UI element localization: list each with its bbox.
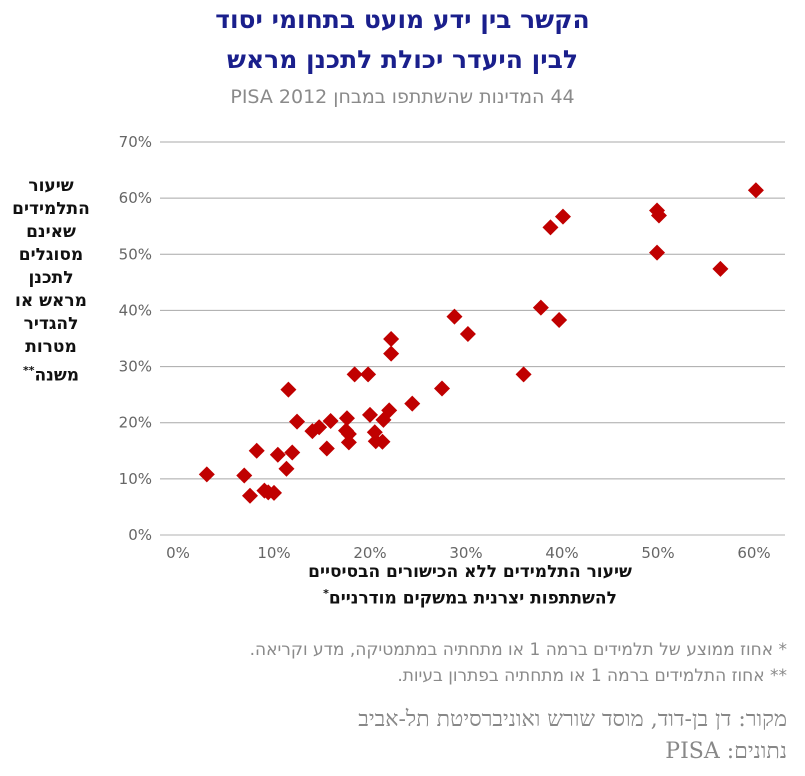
data-point — [747, 182, 764, 199]
data-point — [346, 366, 363, 383]
x-axis-label-line-1: שיעור התלמידים ללא הכישורים הבסיסיים — [308, 562, 632, 582]
data-point — [198, 466, 215, 483]
data-point — [515, 366, 532, 383]
data-point — [446, 308, 463, 325]
y-axis-label: שיעור התלמידים שאינם מסוגלים לתכנן מראש … — [6, 175, 96, 388]
data-point — [236, 467, 253, 484]
x-tick-label: 50% — [641, 544, 674, 562]
data-point — [278, 460, 295, 477]
data-point — [269, 446, 286, 463]
data-point — [551, 311, 568, 328]
chart-title-line-1: הקשר בין ידע מועט בתחומי יסוד — [215, 5, 590, 34]
data-point — [542, 219, 559, 236]
data-point — [340, 425, 357, 442]
data-point — [434, 380, 450, 397]
y-tick-label: 60% — [119, 189, 152, 207]
chart-title-line-2: לבין היעדר יכולת לתכנן מראש — [227, 45, 578, 74]
x-tick-label: 0% — [166, 544, 190, 562]
footnote-1: * אחוז ממוצע של תלמידים ברמה 1 או מתחתיה… — [249, 640, 787, 660]
data-point — [404, 395, 421, 412]
data-point — [280, 381, 297, 398]
footnote-2: ** אחוז התלמידים ברמה 1 או מתחתיה בפתרון… — [397, 666, 787, 686]
x-tick-label: 30% — [449, 544, 482, 562]
data-point — [318, 440, 335, 457]
data-point — [459, 326, 476, 343]
y-tick-label: 10% — [119, 470, 152, 488]
data-point — [366, 424, 383, 441]
data-point — [712, 260, 729, 277]
data-point — [311, 419, 328, 436]
data-point — [289, 413, 306, 430]
x-tick-label: 40% — [545, 544, 578, 562]
data-point — [284, 444, 301, 461]
data-point — [554, 208, 571, 225]
data-point — [383, 331, 400, 348]
data-point — [242, 487, 258, 504]
y-tick-label: 0% — [128, 526, 152, 544]
x-tick-label: 20% — [353, 544, 386, 562]
x-axis-label: שיעור התלמידים ללא הכישורים הבסיסיים להש… — [270, 562, 670, 610]
data-point — [266, 484, 282, 501]
data-point — [374, 433, 391, 450]
x-tick-label: 10% — [257, 544, 290, 562]
y-axis-label-mark: ** — [22, 364, 35, 377]
x-axis-label-line-2: להשתתפות יצרנית במשקים מודרניים — [328, 588, 617, 609]
data-point — [322, 413, 339, 430]
chart-subtitle: 44 המדינות שהשתתפו במבחן PISA 2012 — [230, 86, 575, 108]
y-tick-label: 20% — [119, 414, 152, 432]
x-axis-label-mark: * — [323, 587, 329, 600]
y-tick-label: 30% — [119, 358, 152, 376]
x-axis-label-line-2-wrap: להשתתפות יצרנית במשקים מודרניים* — [270, 583, 670, 610]
data-point — [248, 442, 265, 459]
data-point — [362, 406, 378, 423]
y-axis-label-text: שיעור התלמידים שאינם מסוגלים לתכנן מראש … — [12, 176, 90, 386]
source-credit: מקור: דן בן-דוד, מוסד שורש ואוניברסיטת ת… — [358, 707, 787, 732]
data-point — [381, 402, 398, 419]
data-source-credit: נתונים: PISA — [665, 739, 787, 764]
data-point — [650, 207, 667, 224]
data-point — [532, 299, 549, 316]
y-tick-label: 50% — [119, 245, 152, 263]
data-point — [360, 366, 377, 383]
data-point — [383, 345, 400, 362]
data-point — [340, 434, 357, 451]
y-tick-label: 70% — [119, 133, 152, 151]
y-tick-label: 40% — [119, 301, 152, 319]
data-point — [649, 244, 666, 261]
x-tick-label: 60% — [737, 544, 770, 562]
data-point — [338, 410, 355, 427]
